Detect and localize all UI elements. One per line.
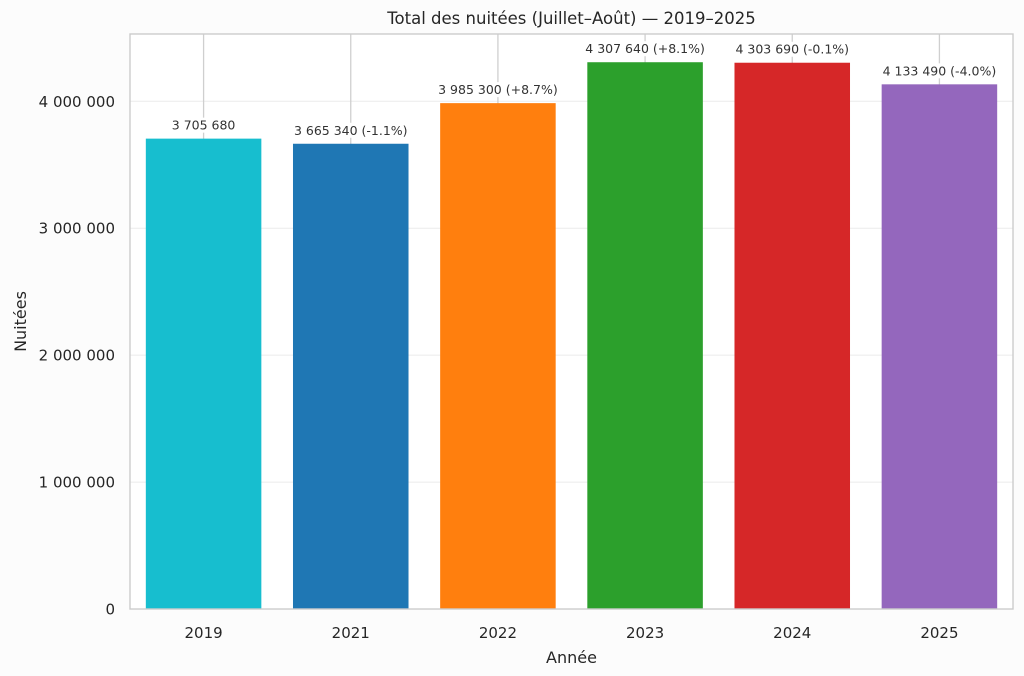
x-tick-label: 2025 xyxy=(920,624,958,642)
y-axis-label: Nuitées xyxy=(11,291,30,352)
x-axis-label: Année xyxy=(546,648,597,667)
y-tick-label: 3 000 000 xyxy=(39,220,115,238)
y-tick-label: 0 xyxy=(105,601,115,619)
y-tick-label: 2 000 000 xyxy=(39,347,115,365)
data-label-backdrop xyxy=(166,117,241,133)
data-label-2022: 3 985 300 (+8.7%) xyxy=(438,82,558,97)
y-tick-label: 4 000 000 xyxy=(39,93,115,111)
bar-2025 xyxy=(881,84,998,609)
data-label-2025: 4 133 490 (-4.0%) xyxy=(883,63,997,78)
data-label-2024: 4 303 690 (-0.1%) xyxy=(735,42,849,57)
y-tick-labels: 0 1 000 000 2 000 000 3 000 000 4 000 000 xyxy=(39,93,115,619)
y-tick-label: 1 000 000 xyxy=(39,474,115,492)
data-label-2019: 3 705 680 xyxy=(172,118,236,133)
bar-2022 xyxy=(440,103,556,610)
data-label-backdrop xyxy=(430,82,566,98)
plot-area xyxy=(130,34,1013,609)
bar-2024 xyxy=(734,62,851,609)
chart-title: Total des nuitées (Juillet–Août) — 2019–… xyxy=(386,9,755,28)
x-tick-labels: 2019 2021 2022 2023 2024 2025 xyxy=(184,624,958,642)
data-label-backdrop xyxy=(871,63,1007,79)
x-tick-label: 2023 xyxy=(626,624,664,642)
data-label-backdrop xyxy=(724,41,860,57)
bar-2021 xyxy=(292,143,409,609)
data-label-2021: 3 665 340 (-1.1%) xyxy=(294,123,408,138)
bar-2023 xyxy=(587,62,703,610)
data-label-backdrop xyxy=(283,122,419,138)
plot-frame xyxy=(129,33,1014,610)
bar-2019 xyxy=(145,138,262,609)
data-labels: 3 705 680 3 665 340 (-1.1%) 3 985 300 (+8.… xyxy=(166,41,1007,138)
x-tick-label: 2019 xyxy=(184,624,222,642)
x-tick-label: 2024 xyxy=(773,624,811,642)
data-label-backdrop xyxy=(577,41,713,57)
x-tick-label: 2021 xyxy=(332,624,370,642)
data-label-2023: 4 307 640 (+8.1%) xyxy=(585,41,705,56)
bars xyxy=(145,62,998,610)
x-tick-label: 2022 xyxy=(479,624,517,642)
